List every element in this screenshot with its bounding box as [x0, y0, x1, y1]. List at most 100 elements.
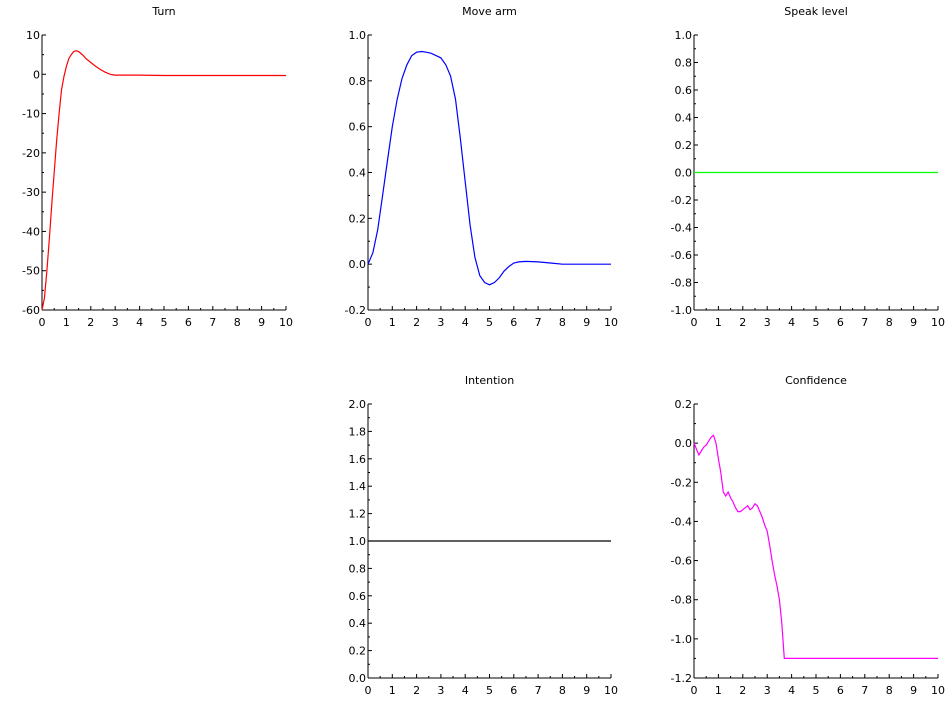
y-tick-label: 10 [26, 29, 40, 42]
x-tick-label: 3 [437, 684, 444, 697]
series-line-confidence [693, 434, 938, 660]
y-tick-label: 0.8 [349, 75, 367, 88]
x-tick-label: 5 [161, 316, 168, 329]
x-tick-label: 0 [365, 684, 372, 697]
series-line-turn [41, 50, 286, 311]
y-tick-label: 1.0 [675, 29, 693, 42]
x-tick-label: 7 [209, 316, 216, 329]
x-tick-label: 4 [462, 316, 469, 329]
x-tick-label: 6 [837, 316, 844, 329]
x-tick-label: 10 [604, 316, 618, 329]
x-tick-label: 9 [258, 316, 265, 329]
x-tick-label: 10 [604, 684, 618, 697]
y-tick-label: -60 [22, 304, 40, 317]
y-tick-label: 0.4 [675, 112, 693, 125]
x-tick-label: 2 [413, 316, 420, 329]
x-tick-label: 8 [559, 684, 566, 697]
x-tick-label: 1 [389, 684, 396, 697]
y-tick-label: 0.6 [349, 121, 367, 134]
y-tick-label: -0.2 [345, 304, 366, 317]
y-tick-label: -0.6 [671, 555, 692, 568]
y-tick-label: 0.6 [675, 84, 693, 97]
chart-intention: Intention 0 1 2 3 4 5 6 7 8 9 10 2.0 1.8 1.6 1.4 1.2 1.0 0… [349, 374, 619, 697]
x-tick-label: 10 [931, 316, 945, 329]
y-tick-label: -0.6 [671, 249, 692, 262]
y-tick-label: 1.0 [349, 535, 367, 548]
y-tick-label: 1.4 [349, 480, 367, 493]
y-tick-label: -0.8 [671, 594, 692, 607]
x-tick-label: 3 [764, 316, 771, 329]
x-tick-label: 1 [389, 316, 396, 329]
y-tick-label: 0.2 [349, 212, 367, 225]
x-tick-label: 6 [185, 316, 192, 329]
y-tick-label: 0.0 [349, 258, 367, 271]
x-tick-label: 4 [788, 316, 795, 329]
x-tick-label: 4 [788, 684, 795, 697]
y-tick-label: -40 [22, 225, 40, 238]
x-tick-label: 6 [837, 684, 844, 697]
y-tick-label: -0.8 [671, 277, 692, 290]
x-tick-label: 0 [691, 684, 698, 697]
x-tick-label: 10 [279, 316, 293, 329]
y-tick-label: 1.0 [349, 29, 367, 42]
y-tick-label: 0.6 [349, 590, 367, 603]
x-tick-label: 9 [583, 316, 590, 329]
x-tick-label: 2 [87, 316, 94, 329]
y-tick-label: -1.2 [671, 672, 692, 685]
y-tick-label: 2.0 [349, 398, 367, 411]
chart-move-arm: Move arm 0 1 2 3 4 5 6 7 8 9 10 1.0 0.8 0.6 0.4 0.2 0.0 -0… [345, 5, 618, 329]
y-tick-label: -10 [22, 108, 40, 121]
y-tick-label: -0.4 [671, 515, 692, 528]
x-tick-label: 6 [510, 316, 517, 329]
chart-title: Speak level [784, 5, 848, 18]
x-tick-label: 8 [559, 316, 566, 329]
x-tick-label: 4 [136, 316, 143, 329]
y-tick-label: -1.0 [671, 633, 692, 646]
y-tick-label: 1.2 [349, 508, 367, 521]
y-tick-label: -0.2 [671, 476, 692, 489]
y-tick-label: 0 [33, 68, 40, 81]
y-tick-label: 1.8 [349, 425, 367, 438]
x-tick-label: 0 [39, 316, 46, 329]
y-tick-label: 0.8 [675, 57, 693, 70]
y-tick-label: -20 [22, 147, 40, 160]
y-tick-label: 0.0 [675, 437, 693, 450]
chart-title: Intention [465, 374, 514, 387]
y-tick-label: 1.6 [349, 453, 367, 466]
x-tick-label: 0 [365, 316, 372, 329]
y-tick-label: -0.4 [671, 222, 692, 235]
chart-confidence: Confidence 0 1 2 3 4 5 6 7 8 9 10 0.2 0.0 -0.2 -0.4 -0.6… [671, 374, 945, 697]
x-tick-label: 1 [715, 684, 722, 697]
x-tick-label: 5 [813, 316, 820, 329]
x-tick-label: 8 [234, 316, 241, 329]
y-tick-label: -0.2 [671, 194, 692, 207]
chart-title: Confidence [785, 374, 847, 387]
chart-turn: Turn 0 1 2 3 4 5 6 7 8 9 10 10 0 -10 -20 -30 -40 -50 -60 [22, 5, 293, 329]
x-tick-label: 3 [437, 316, 444, 329]
x-tick-label: 6 [510, 684, 517, 697]
chart-title: Move arm [462, 5, 517, 18]
x-tick-label: 10 [931, 684, 945, 697]
x-tick-label: 4 [462, 684, 469, 697]
x-tick-label: 2 [739, 316, 746, 329]
x-tick-label: 8 [886, 316, 893, 329]
x-tick-label: 7 [535, 684, 542, 697]
x-tick-label: 5 [486, 684, 493, 697]
y-tick-label: 0.0 [675, 167, 693, 180]
y-tick-label: -30 [22, 186, 40, 199]
x-tick-label: 0 [691, 316, 698, 329]
x-tick-label: 9 [583, 684, 590, 697]
x-tick-label: 3 [112, 316, 119, 329]
x-tick-label: 2 [413, 684, 420, 697]
x-tick-label: 3 [764, 684, 771, 697]
x-tick-label: 1 [715, 316, 722, 329]
y-tick-label: 0.0 [349, 672, 367, 685]
x-tick-label: 7 [861, 316, 868, 329]
y-tick-label: 0.8 [349, 562, 367, 575]
y-tick-label: -1.0 [671, 304, 692, 317]
y-tick-label: 0.2 [349, 645, 367, 658]
x-tick-label: 2 [739, 684, 746, 697]
x-tick-label: 1 [63, 316, 70, 329]
y-tick-label: 0.4 [349, 167, 367, 180]
